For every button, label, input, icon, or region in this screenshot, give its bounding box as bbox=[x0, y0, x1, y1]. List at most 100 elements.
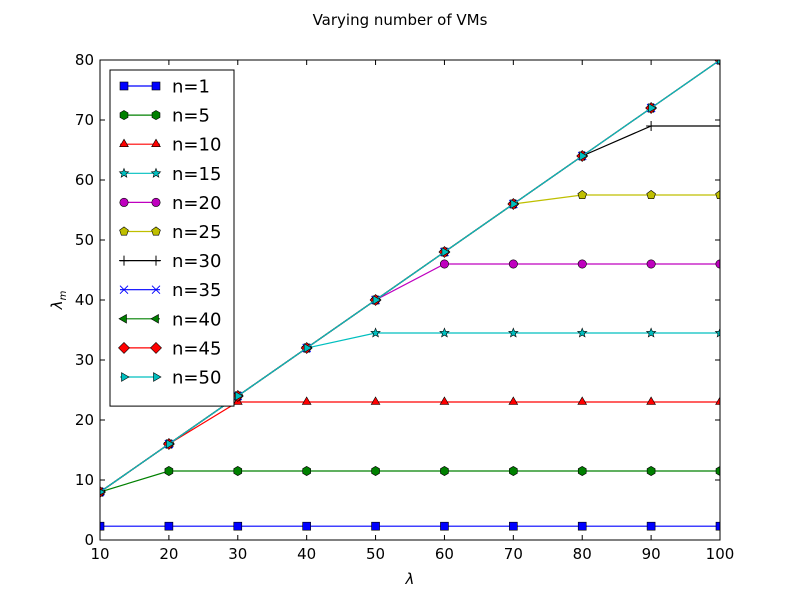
x-tick-label: 20 bbox=[159, 545, 178, 563]
legend-marker bbox=[150, 167, 162, 178]
legend-label: n=45 bbox=[172, 338, 221, 359]
data-point-n-50 bbox=[717, 60, 720, 65]
legend-label: n=50 bbox=[172, 368, 221, 389]
y-tick-label: 70 bbox=[75, 111, 94, 129]
data-point-n-50 bbox=[579, 151, 588, 161]
data-point-n-5 bbox=[646, 466, 656, 476]
legend-marker bbox=[153, 372, 162, 382]
legend-item-n-30: n=30 bbox=[119, 251, 221, 272]
legend-marker bbox=[150, 341, 162, 354]
x-tick-label: 80 bbox=[573, 545, 592, 563]
y-tick-label: 80 bbox=[75, 51, 94, 69]
axes-frame bbox=[99, 59, 721, 541]
legend-item-n-10: n=10 bbox=[119, 135, 221, 156]
legend: n=1 n=5 n=10 n=15 n=20 n=25 n=30 n=35 n=40 n=45 n=… bbox=[109, 69, 235, 407]
series-line-n-50 bbox=[100, 60, 720, 493]
data-point-n-5 bbox=[302, 466, 311, 476]
data-point-n-30 bbox=[715, 121, 720, 131]
data-point-n-1 bbox=[100, 521, 105, 531]
y-axis-label-subscript: m bbox=[58, 290, 69, 300]
data-point-n-50 bbox=[234, 391, 244, 401]
data-point-n-30 bbox=[646, 121, 657, 131]
y-tick-label: 30 bbox=[75, 351, 94, 369]
x-tick-label: 40 bbox=[297, 545, 316, 563]
y-tick-label: 10 bbox=[75, 471, 94, 489]
legend-label: n=30 bbox=[172, 251, 221, 272]
data-point-n-15 bbox=[645, 327, 657, 338]
data-point-n-25 bbox=[577, 190, 587, 200]
data-point-n-10 bbox=[370, 396, 381, 405]
data-point-n-15 bbox=[576, 327, 588, 338]
legend-item-n-20: n=20 bbox=[119, 193, 221, 214]
data-point-n-10 bbox=[301, 396, 312, 405]
chart-title: Varying number of VMs bbox=[313, 11, 488, 29]
data-point-n-5 bbox=[577, 466, 587, 476]
data-point-n-50 bbox=[166, 439, 175, 449]
x-tick-label: 100 bbox=[706, 545, 735, 563]
data-point-n-5 bbox=[371, 466, 380, 476]
legend-marker bbox=[119, 255, 129, 266]
data-point-n-1 bbox=[440, 521, 449, 531]
x-tick-label: 90 bbox=[642, 545, 661, 563]
legend-item-n-35: n=35 bbox=[119, 280, 221, 301]
y-axis-label-main: λ bbox=[48, 300, 66, 310]
data-point-n-25 bbox=[646, 190, 656, 200]
data-point-n-50 bbox=[303, 343, 313, 353]
legend-marker bbox=[118, 341, 130, 354]
data-point-n-20 bbox=[508, 259, 518, 269]
legend-marker bbox=[118, 167, 130, 178]
x-axis-label: λ bbox=[405, 570, 415, 588]
legend-marker bbox=[151, 110, 161, 121]
y-tick-label: 60 bbox=[75, 171, 94, 189]
data-point-n-1 bbox=[646, 521, 656, 531]
legend-item-n-1: n=1 bbox=[119, 77, 210, 98]
data-point-n-20 bbox=[439, 259, 449, 269]
data-point-n-15 bbox=[714, 327, 720, 338]
data-point-n-5 bbox=[164, 466, 174, 476]
legend-marker bbox=[119, 110, 129, 121]
legend-marker bbox=[151, 197, 161, 207]
legend-marker bbox=[119, 226, 129, 236]
legend-item-n-15: n=15 bbox=[118, 164, 221, 185]
x-axis: 10 20 30 40 50 60 70 80 90 100 bbox=[90, 60, 734, 563]
data-point-n-15 bbox=[370, 327, 381, 338]
data-point-n-50 bbox=[441, 247, 451, 257]
legend-label: n=40 bbox=[172, 309, 221, 330]
series-line-n-10 bbox=[100, 401, 720, 493]
data-point-n-15 bbox=[439, 327, 450, 338]
data-point-n-5 bbox=[715, 466, 720, 476]
plot-area bbox=[100, 60, 720, 531]
data-point-n-10 bbox=[646, 396, 656, 405]
data-point-n-1 bbox=[164, 521, 174, 531]
data-point-n-10 bbox=[508, 396, 519, 405]
data-point-n-5 bbox=[509, 466, 518, 476]
series-line-n-5 bbox=[100, 470, 720, 493]
data-point-n-25 bbox=[715, 190, 720, 200]
data-point-n-1 bbox=[233, 521, 243, 531]
legend-marker bbox=[150, 313, 159, 324]
legend-label: n=1 bbox=[172, 77, 210, 98]
data-point-n-5 bbox=[440, 466, 449, 476]
legend-marker bbox=[151, 81, 161, 91]
data-point-n-5 bbox=[233, 466, 243, 476]
data-point-n-15 bbox=[507, 327, 519, 338]
legend-label: n=10 bbox=[172, 135, 221, 156]
y-axis: 0 10 20 30 40 50 60 70 80 bbox=[75, 51, 720, 549]
legend-label: n=15 bbox=[172, 164, 221, 185]
legend-box bbox=[109, 69, 235, 407]
legend-item-n-5: n=5 bbox=[119, 106, 210, 127]
legend-item-n-50: n=50 bbox=[120, 368, 221, 389]
x-tick-label: 10 bbox=[90, 545, 109, 563]
legend-marker bbox=[118, 313, 127, 324]
data-point-n-50 bbox=[648, 103, 657, 113]
legend-item-n-25: n=25 bbox=[119, 222, 221, 243]
legend-label: n=35 bbox=[172, 280, 221, 301]
legend-marker bbox=[121, 372, 130, 382]
legend-marker bbox=[119, 138, 129, 147]
y-tick-label: 20 bbox=[75, 411, 94, 429]
legend-marker bbox=[151, 255, 161, 266]
data-point-n-1 bbox=[302, 521, 311, 531]
legend-marker bbox=[119, 197, 129, 207]
x-tick-label: 60 bbox=[435, 545, 454, 563]
